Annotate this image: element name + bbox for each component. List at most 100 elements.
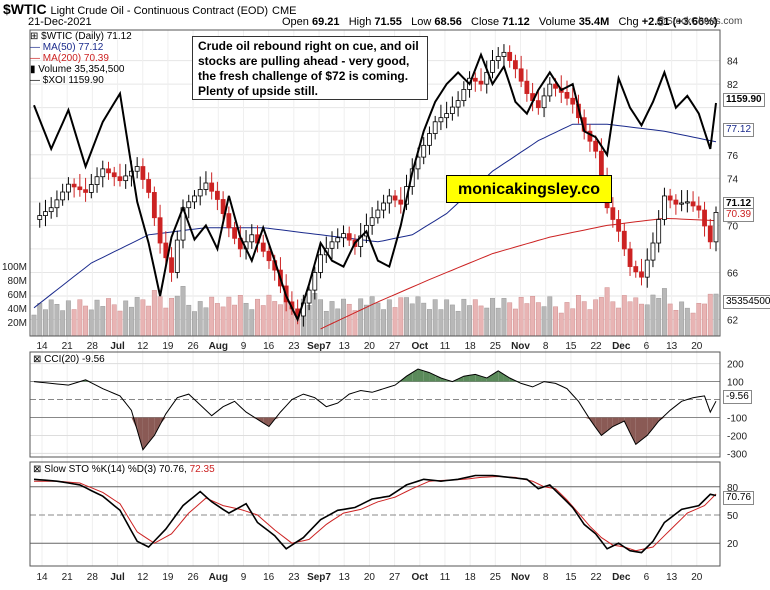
volume-bar bbox=[490, 297, 495, 337]
volume-bar bbox=[180, 286, 186, 337]
volume-bar bbox=[318, 299, 324, 337]
candle-body bbox=[696, 205, 702, 211]
price-tick-label: 62 bbox=[727, 316, 739, 327]
volume-bar bbox=[226, 296, 232, 337]
x-tick-label-bottom: Sep7 bbox=[307, 572, 331, 583]
candle-body bbox=[702, 209, 707, 227]
sto-k-line bbox=[33, 474, 717, 554]
candle-body bbox=[306, 289, 312, 304]
volume-bar bbox=[524, 303, 530, 337]
instrument-name: Light Crude Oil - Continuous Contract (E… bbox=[50, 5, 269, 17]
x-tick-label-bottom: 20 bbox=[691, 572, 703, 583]
candle-body bbox=[524, 80, 530, 94]
volume-bar bbox=[409, 303, 415, 337]
volume-bar bbox=[255, 298, 260, 337]
candle-body bbox=[513, 60, 518, 70]
x-tick-label-bottom: Jul bbox=[110, 572, 125, 583]
x-tick-label-top: Aug bbox=[209, 341, 228, 352]
low-label: Low bbox=[411, 16, 432, 28]
volume-bar bbox=[530, 295, 536, 337]
candle-body bbox=[335, 237, 341, 243]
candle-body bbox=[656, 219, 662, 244]
sto-tick-label: 50 bbox=[727, 511, 739, 522]
x-tick-label-bottom: 6 bbox=[644, 572, 650, 583]
volume-bar bbox=[31, 314, 37, 337]
candle-body bbox=[484, 71, 490, 85]
volume-bar bbox=[421, 302, 427, 337]
cci-tick-label: 200 bbox=[727, 360, 744, 371]
volume-bar bbox=[576, 295, 581, 337]
x-tick-label-top: 9 bbox=[241, 341, 247, 352]
candle-body bbox=[341, 233, 346, 239]
x-tick-label-bottom: 13 bbox=[666, 572, 678, 583]
candle-body bbox=[232, 227, 237, 239]
volume-tick-label: 60M bbox=[8, 290, 27, 301]
volume-label: Volume bbox=[538, 16, 576, 28]
volume-bar bbox=[444, 299, 450, 337]
candle-body bbox=[570, 97, 576, 105]
x-tick-label-top: 8 bbox=[543, 341, 549, 352]
chg-label: Chg bbox=[618, 16, 639, 28]
price-tick-label: 70 bbox=[727, 221, 739, 232]
cci-panel-label: ⊠ CCI(20) -9.56 bbox=[33, 354, 105, 365]
price-tick-label: 84 bbox=[727, 57, 739, 68]
candle-body bbox=[547, 83, 553, 97]
candle-body bbox=[381, 202, 386, 211]
cci-fill-positive bbox=[469, 374, 476, 382]
x-tick-label-top: 11 bbox=[440, 341, 451, 352]
legend-wtic: ⊞ $WTIC (Daily) 71.12 bbox=[30, 31, 132, 42]
candle-body bbox=[37, 215, 43, 220]
volume-bar bbox=[386, 299, 392, 337]
volume-bar bbox=[329, 301, 335, 337]
x-tick-label-bottom: 28 bbox=[87, 572, 99, 583]
cci-line bbox=[33, 368, 717, 451]
cci-fill-negative bbox=[607, 417, 613, 431]
price-tick-label: 76 bbox=[727, 151, 739, 162]
candle-body bbox=[266, 250, 272, 262]
volume-bar bbox=[501, 298, 507, 337]
volume-tick-label: 80M bbox=[8, 276, 27, 287]
volume-bar bbox=[209, 296, 215, 337]
volume-bar bbox=[547, 296, 553, 337]
volume-bar bbox=[633, 297, 639, 337]
volume-bar bbox=[650, 294, 656, 337]
cci-fill-positive bbox=[486, 374, 493, 382]
candle-body bbox=[151, 192, 157, 219]
candle-body bbox=[553, 83, 558, 89]
candle-body bbox=[123, 175, 129, 182]
chart-title: $WTIC Light Crude Oil - Continuous Contr… bbox=[3, 1, 296, 17]
sto-panel-label: ⊠ Slow STO %K(14) %D(3) 70.76, 72.35 bbox=[33, 464, 215, 475]
candle-body bbox=[192, 195, 197, 203]
cci-fill-negative bbox=[142, 417, 149, 450]
volume-bar bbox=[707, 293, 713, 337]
cci-label-text: CCI(20) -9.56 bbox=[44, 354, 105, 365]
candle-body bbox=[667, 195, 673, 201]
candle-body bbox=[621, 230, 627, 250]
volume-bar bbox=[146, 305, 152, 337]
volume-bar bbox=[174, 295, 180, 337]
volume-bar bbox=[243, 302, 249, 337]
cci-fill-positive bbox=[423, 370, 430, 382]
x-tick-label-top: Nov bbox=[511, 341, 530, 352]
candle-body bbox=[564, 91, 570, 99]
volume-bar bbox=[37, 303, 43, 337]
open-value: 69.21 bbox=[311, 16, 340, 28]
volume-bar bbox=[495, 307, 501, 337]
chart-date: 21-Dec-2021 bbox=[28, 16, 92, 28]
high-value: 71.55 bbox=[374, 16, 402, 28]
volume-bar bbox=[106, 298, 111, 337]
volume-bar bbox=[610, 301, 616, 337]
ma50-line bbox=[33, 123, 717, 309]
candle-body bbox=[593, 140, 599, 152]
cci-fill-negative bbox=[154, 417, 161, 436]
volume-bar bbox=[369, 296, 375, 337]
volume-bar bbox=[128, 306, 134, 337]
xoi-line bbox=[33, 51, 717, 323]
cci-last-tag: -9.56 bbox=[723, 390, 752, 404]
candle-body bbox=[432, 121, 438, 134]
x-tick-label-top: 27 bbox=[389, 341, 401, 352]
volume-bar bbox=[71, 309, 77, 337]
ma200-last-tag: 70.39 bbox=[723, 208, 755, 222]
x-tick-label-top: Sep7 bbox=[307, 341, 331, 352]
